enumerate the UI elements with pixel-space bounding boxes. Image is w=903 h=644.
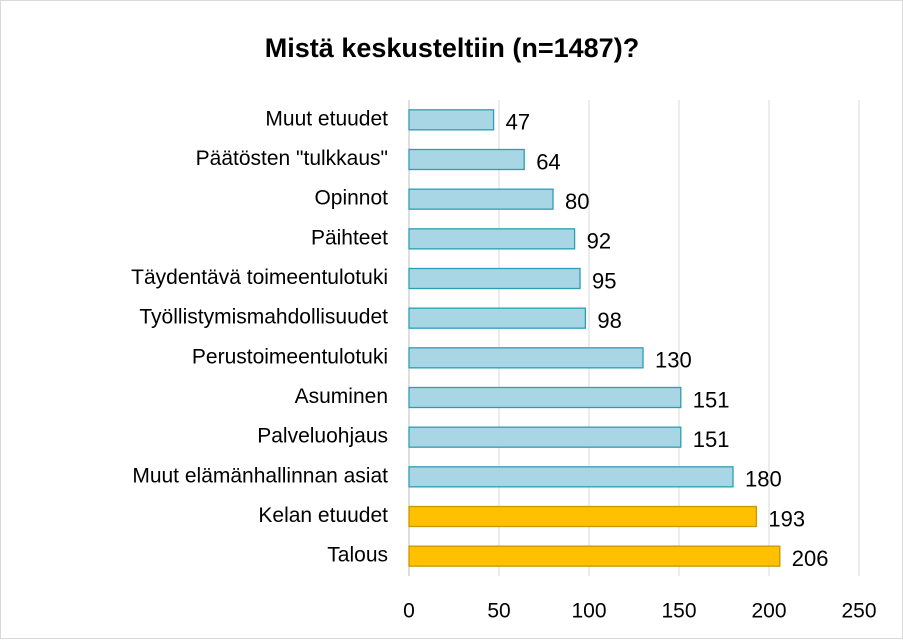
y-tick-label: Kelan etuudet [258,504,388,527]
y-tick-label: Perustoimeentulotuki [192,345,388,368]
y-tick-label: Talous [327,544,388,567]
bar [408,109,495,131]
bar [408,347,644,369]
x-tick-label: 100 [571,600,606,623]
y-tick-label: Palveluohjaus [257,425,388,448]
bar [408,148,525,171]
x-tick-label: 0 [403,600,415,623]
y-tick-label: Päätösten "tulkkaus" [196,147,388,170]
data-label: 80 [565,189,589,214]
x-tick-label: 50 [487,600,510,623]
x-tick-label: 200 [751,600,786,623]
y-tick-label: Täydentävä toimeentulotuki [131,266,388,289]
data-label: 47 [506,110,530,135]
data-label: 130 [655,348,692,373]
bar [408,307,587,329]
x-tick-label: 150 [661,600,696,623]
bar [408,267,581,290]
x-tick-label: 250 [841,600,876,623]
data-label: 92 [587,229,611,254]
bar [408,386,682,409]
y-tick-label: Opinnot [314,187,388,210]
chart-title: Mistä keskusteltiin (n=1487)? [265,33,639,63]
bar [408,188,554,210]
bar [408,505,758,528]
y-tick-label: Päihteet [311,226,388,249]
bar [408,228,576,250]
data-label: 98 [597,308,621,333]
bar [408,426,682,448]
bar [408,466,734,488]
data-label: 95 [592,268,616,293]
data-label: 193 [768,506,805,531]
y-tick-label: Muut elämänhallinnan asiat [132,464,388,487]
data-label: 151 [693,427,730,452]
data-label: 180 [745,467,782,492]
y-tick-label: Asuminen [295,385,388,408]
y-tick-label: Työllistymismahdollisuudet [139,306,388,329]
data-label: 151 [693,387,730,412]
bar [408,545,781,567]
data-label: 206 [792,546,829,571]
y-tick-label: Muut etuudet [265,107,388,130]
data-label: 64 [536,149,560,174]
